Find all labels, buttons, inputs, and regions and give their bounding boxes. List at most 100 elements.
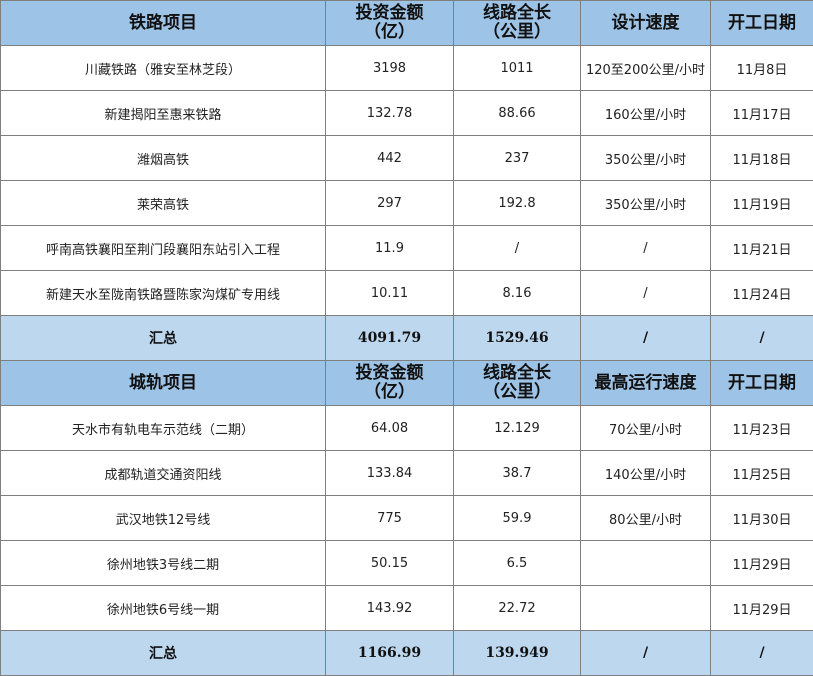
data-cell: 11月25日 (710, 450, 813, 496)
data-cell: 59.9 (453, 495, 581, 541)
data-cell: 775 (325, 495, 454, 541)
data-row: 新建揭阳至惠来铁路 132.78 88.66 160公里/小时 11月17日 (0, 90, 813, 136)
data-cell: 天水市有轨电车示范线（二期） (0, 405, 326, 451)
data-cell: 徐州地铁3号线二期 (0, 540, 326, 586)
total-cell: 1166.99 (325, 630, 454, 676)
total-cell: / (710, 630, 813, 676)
header-text: 线路全长 (483, 3, 551, 23)
header-cell: 线路全长 （公里） (453, 360, 581, 406)
data-row: 武汉地铁12号线 775 59.9 80公里/小时 11月30日 (0, 495, 813, 541)
header-text: 开工日期 (728, 372, 796, 393)
header-text: 线路全长 (483, 363, 551, 383)
data-row: 川藏铁路（雅安至林芝段） 3198 1011 120至200公里/小时 11月8日 (0, 45, 813, 91)
header-row: 铁路项目 投资金额 （亿） 线路全长 （公里） 设计速度 开工日期 (0, 0, 813, 46)
header-text: 设计速度 (611, 12, 680, 33)
header-cell: 开工日期 (710, 0, 813, 46)
header-text: 开工日期 (728, 12, 796, 33)
header-cell: 城轨项目 (0, 360, 326, 406)
header-text: 最高运行速度 (594, 372, 697, 393)
data-cell: 192.8 (453, 180, 581, 226)
data-cell: / (580, 270, 711, 316)
data-cell: 297 (325, 180, 454, 226)
header-text: （公里） (483, 22, 551, 42)
data-cell: 川藏铁路（雅安至林芝段） (0, 45, 326, 91)
data-cell: 10.11 (325, 270, 454, 316)
data-row: 莱荣高铁 297 192.8 350公里/小时 11月19日 (0, 180, 813, 226)
data-cell: 350公里/小时 (580, 180, 711, 226)
header-text: （公里） (483, 382, 551, 402)
total-cell: 1529.46 (453, 315, 581, 361)
data-cell: 50.15 (325, 540, 454, 586)
data-cell: 132.78 (325, 90, 454, 136)
header-text: 铁路项目 (129, 12, 197, 33)
data-cell: 11月19日 (710, 180, 813, 226)
header-cell: 投资金额 （亿） (325, 0, 454, 46)
data-cell: 6.5 (453, 540, 581, 586)
data-cell: 新建天水至陇南铁路暨陈家沟煤矿专用线 (0, 270, 326, 316)
header-text: （亿） (364, 382, 415, 402)
header-text: 投资金额 (355, 3, 424, 23)
data-cell (580, 540, 711, 586)
data-cell: 11月24日 (710, 270, 813, 316)
data-row: 新建天水至陇南铁路暨陈家沟煤矿专用线 10.11 8.16/11月24日 (0, 270, 813, 316)
data-cell: / (453, 225, 581, 271)
data-cell: 1011 (453, 45, 581, 91)
data-cell: 8.16 (453, 270, 581, 316)
data-cell: 70公里/小时 (580, 405, 711, 451)
data-row: 徐州地铁3号线二期 50.15 6.5 11月29日 (0, 540, 813, 586)
data-cell: 3198 (325, 45, 454, 91)
header-cell: 铁路项目 (0, 0, 326, 46)
header-text: 投资金额 (355, 363, 424, 383)
data-cell: 143.92 (325, 585, 454, 631)
total-cell: / (580, 630, 711, 676)
data-cell: 11月23日 (710, 405, 813, 451)
data-cell: 237 (453, 135, 581, 181)
total-cell: / (580, 315, 711, 361)
data-cell: 12.129 (453, 405, 581, 451)
data-cell: 133.84 (325, 450, 454, 496)
data-row: 成都轨道交通资阳线 133.84 38.7 140公里/小时 11月25日 (0, 450, 813, 496)
total-cell: 汇总 (0, 315, 326, 361)
data-cell: 350公里/小时 (580, 135, 711, 181)
data-cell: 11月18日 (710, 135, 813, 181)
data-cell: 11月17日 (710, 90, 813, 136)
header-cell: 设计速度 (580, 0, 711, 46)
header-cell: 最高运行速度 (580, 360, 711, 406)
data-cell: 160公里/小时 (580, 90, 711, 136)
data-cell: 徐州地铁6号线一期 (0, 585, 326, 631)
total-cell: 4091.79 (325, 315, 454, 361)
data-row: 潍烟高铁 442 237 350公里/小时 11月18日 (0, 135, 813, 181)
data-cell: 新建揭阳至惠来铁路 (0, 90, 326, 136)
data-row: 天水市有轨电车示范线（二期） 64.08 12.129 70公里/小时 11月23日 (0, 405, 813, 451)
data-cell: 64.08 (325, 405, 454, 451)
data-cell: 成都轨道交通资阳线 (0, 450, 326, 496)
data-cell: 88.66 (453, 90, 581, 136)
data-cell (580, 585, 711, 631)
data-cell: 武汉地铁12号线 (0, 495, 326, 541)
header-cell: 开工日期 (710, 360, 813, 406)
total-row: 汇总 4091.79 1529.46// (0, 315, 813, 361)
header-text: （亿） (364, 22, 415, 42)
data-cell: 140公里/小时 (580, 450, 711, 496)
data-cell: 莱荣高铁 (0, 180, 326, 226)
total-cell: 139.949 (453, 630, 581, 676)
data-cell: 80公里/小时 (580, 495, 711, 541)
total-cell: / (710, 315, 813, 361)
data-cell: 11月8日 (710, 45, 813, 91)
data-cell: 11月29日 (710, 585, 813, 631)
data-cell: 38.7 (453, 450, 581, 496)
total-row: 汇总 1166.99 139.949// (0, 630, 813, 676)
data-cell: 120至200公里/小时 (580, 45, 711, 91)
data-cell: 22.72 (453, 585, 581, 631)
data-row: 徐州地铁6号线一期 143.92 22.72 11月29日 (0, 585, 813, 631)
data-cell: 442 (325, 135, 454, 181)
header-cell: 线路全长 （公里） (453, 0, 581, 46)
data-cell: 11月21日 (710, 225, 813, 271)
data-row: 呼南高铁襄阳至荆门段襄阳东站引入工程 11.9//11月21日 (0, 225, 813, 271)
data-cell: 11.9 (325, 225, 454, 271)
data-cell: 潍烟高铁 (0, 135, 326, 181)
header-row: 城轨项目 投资金额 （亿） 线路全长 （公里） 最高运行速度 开工日期 (0, 360, 813, 406)
